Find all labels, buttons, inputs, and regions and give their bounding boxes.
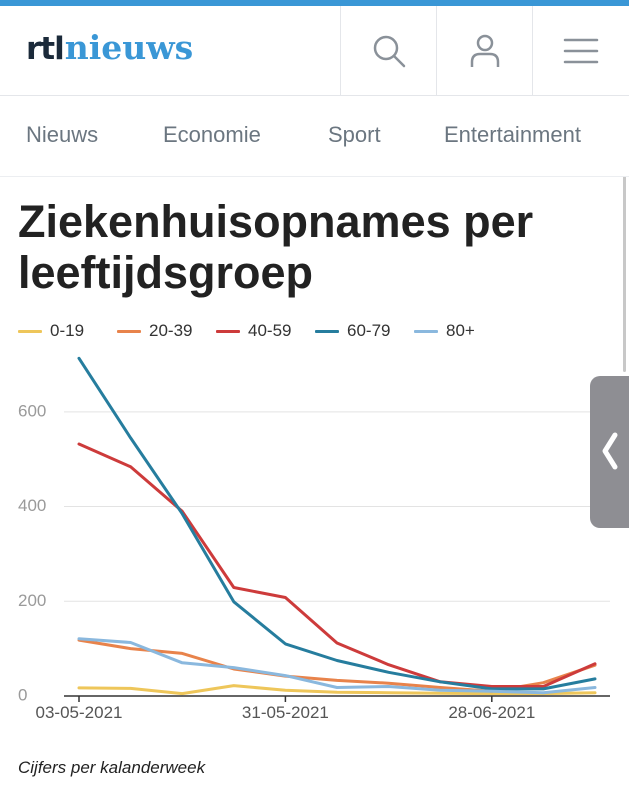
- x-tick-label: 31-05-2021: [242, 703, 329, 722]
- legend-item: 60-79: [315, 321, 390, 341]
- rtl-nieuws-logo[interactable]: rtl nieuws: [26, 28, 193, 78]
- y-tick-label: 0: [18, 685, 27, 704]
- legend-label: 60-79: [347, 321, 391, 340]
- legend-item: 80+: [414, 321, 475, 341]
- nav-item-entertainment[interactable]: Entertainment: [444, 122, 581, 147]
- series-line: [77, 442, 597, 688]
- user-icon: [470, 34, 500, 67]
- legend-swatch: [117, 329, 141, 333]
- legend-item: 0-19: [18, 321, 84, 341]
- category-nav: Nieuws Economie Sport Entertainment: [0, 96, 629, 177]
- legend-swatch: [315, 329, 339, 333]
- legend-swatch: [18, 329, 42, 333]
- chevron-left-icon: [602, 432, 618, 470]
- y-tick-label: 200: [18, 591, 46, 610]
- nav-item-nieuws[interactable]: Nieuws: [26, 122, 99, 147]
- legend-label: 40-59: [248, 321, 292, 340]
- x-tick-label: 03-05-2021: [36, 703, 123, 722]
- top-accent-bar: [0, 0, 629, 6]
- search-button[interactable]: [340, 6, 437, 95]
- legend-item: 20-39: [117, 321, 192, 341]
- search-icon: [373, 35, 406, 67]
- y-tick-label: 400: [18, 496, 46, 515]
- series-line: [77, 638, 597, 693]
- site-header: rtl nieuws: [0, 6, 629, 96]
- menu-button[interactable]: [532, 6, 629, 95]
- menu-icon: [563, 38, 599, 63]
- x-tick-label: 28-06-2021: [448, 703, 535, 722]
- nav-item-sport[interactable]: Sport: [328, 122, 381, 147]
- logo-nieuws-text: nieuws: [64, 28, 194, 67]
- side-panel-tab[interactable]: [590, 376, 629, 528]
- chart-title: Ziekenhuisopnames per leeftijdsgroep: [18, 196, 534, 298]
- logo-rtl-text: rtl: [26, 31, 65, 67]
- line-chart: 0 200 400 600 03-05-2021 31-05-2021 28-06-2021: [18, 356, 610, 722]
- series-line: [77, 684, 597, 696]
- chart-footnote: Cijfers per kalanderweek: [18, 758, 206, 777]
- legend-swatch: [216, 329, 240, 333]
- account-button[interactable]: [436, 6, 533, 95]
- nav-item-economie[interactable]: Economie: [163, 122, 261, 147]
- y-tick-label: 600: [18, 401, 46, 420]
- series-line: [77, 356, 597, 691]
- legend-label: 80+: [446, 321, 475, 340]
- legend-swatch: [414, 329, 438, 333]
- scroll-indicator: [623, 12, 626, 372]
- legend-label: 20-39: [149, 321, 193, 340]
- series-line: [77, 637, 597, 695]
- legend-item: 40-59: [216, 321, 291, 341]
- legend-label: 0-19: [50, 321, 85, 340]
